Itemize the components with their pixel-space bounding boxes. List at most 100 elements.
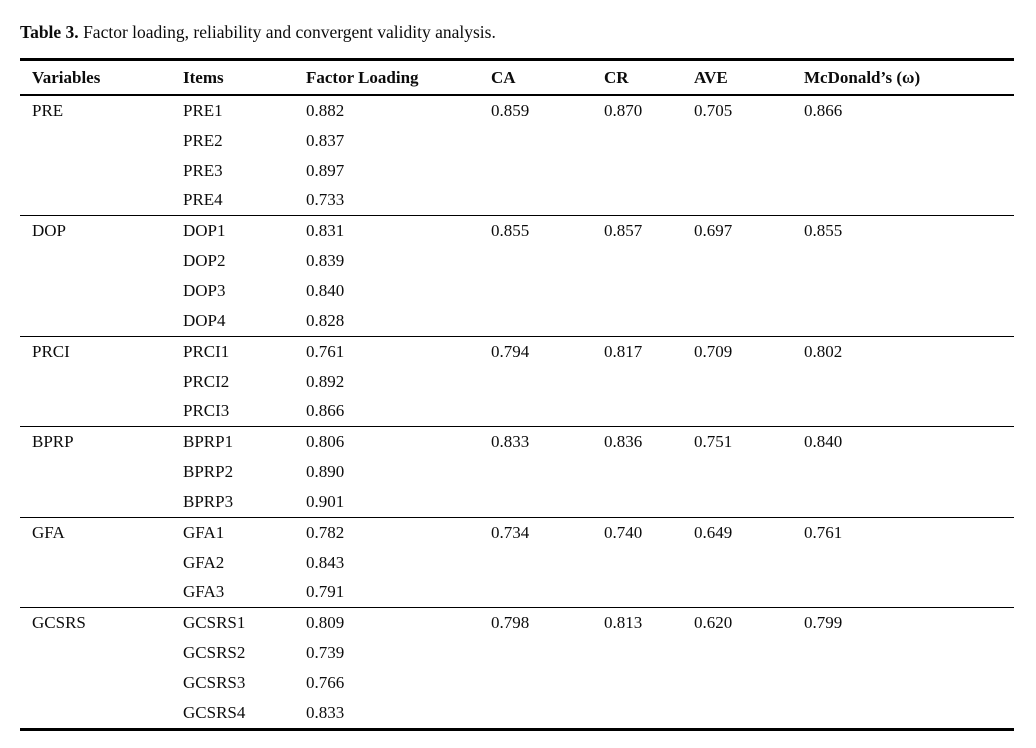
omega-cell — [792, 396, 1014, 426]
ca-cell — [479, 186, 592, 216]
item-cell: PRCI2 — [183, 371, 230, 391]
table-row: GCSRS4 0.833 — [20, 698, 1014, 729]
loading-cell: 0.782 — [294, 516, 479, 548]
omega-cell — [792, 487, 1014, 517]
column-header-6: McDonald’s (ω) — [792, 59, 1014, 96]
item-cell: GCSRS3 — [183, 672, 246, 692]
cr-cell — [592, 156, 682, 186]
ave-cell — [682, 276, 792, 306]
column-header-3: CA — [479, 59, 592, 96]
table-row: PRCI2 0.892 — [20, 367, 1014, 397]
loading-cell: 0.766 — [306, 672, 345, 692]
ave-cell — [682, 126, 792, 156]
ca-cell: 0.734 — [479, 516, 592, 548]
ave-cell: 0.697 — [682, 215, 792, 247]
omega-cell — [792, 578, 1014, 608]
loading-cell: 0.839 — [306, 251, 345, 271]
loading-cell: 0.791 — [306, 582, 345, 602]
variable-cell — [20, 126, 171, 156]
cr-cell — [592, 668, 682, 698]
variable-cell — [20, 306, 171, 336]
omega-cell — [792, 126, 1014, 156]
table-row: GCSRS2 0.739 — [20, 638, 1014, 668]
ca-cell: 0.833 — [479, 426, 592, 458]
table-row: PRE2 0.837 — [20, 126, 1014, 156]
cr-cell — [592, 578, 682, 608]
variable-cell: DOP — [20, 215, 171, 247]
ave-cell: 0.620 — [682, 607, 792, 639]
table-row: GFA GFA1 0.782 0.734 0.740 0.649 0.761 — [20, 516, 1014, 548]
omega-cell: 0.866 — [804, 100, 843, 120]
ca-cell — [479, 457, 592, 487]
cr-cell — [592, 276, 682, 306]
variable-cell — [20, 396, 171, 426]
ave-cell — [682, 668, 792, 698]
variable-cell: GCSRS — [20, 607, 171, 639]
column-header-5: AVE — [682, 59, 792, 96]
variable-cell — [20, 246, 171, 276]
table-row: GFA2 0.843 — [20, 548, 1014, 578]
loading-cell: 0.809 — [294, 607, 479, 639]
table-caption: Table 3. Factor loading, reliability and… — [20, 21, 1015, 43]
ave-cell — [682, 548, 792, 578]
item-cell: DOP3 — [183, 280, 226, 300]
table-row: PRCI3 0.866 — [20, 396, 1014, 426]
item-cell: GFA3 — [183, 582, 225, 602]
loading-cell: 0.890 — [306, 462, 345, 482]
item-cell: PRCI1 — [171, 335, 294, 367]
table-body: PRE PRE1 0.882 0.859 0.870 0.705 0.866 PRE2 0.83… — [20, 95, 1014, 729]
variable-cell — [20, 487, 171, 517]
cr-cell — [592, 186, 682, 216]
table-row: BPRP BPRP1 0.806 0.833 0.836 0.751 0.840 — [20, 426, 1014, 458]
ca-cell — [479, 246, 592, 276]
omega-cell: 0.802 — [792, 335, 1014, 367]
ave-cell — [682, 306, 792, 336]
cr-cell: 0.870 — [604, 100, 643, 120]
column-header-2: Factor Loading — [294, 59, 479, 96]
variable-cell — [20, 367, 171, 397]
loading-cell: 0.806 — [294, 426, 479, 458]
loading-cell: 0.840 — [306, 280, 345, 300]
table-row: PRE4 0.733 — [20, 186, 1014, 216]
cr-cell: 0.817 — [592, 335, 682, 367]
column-header-1: Items — [171, 59, 294, 96]
ca-cell: 0.798 — [479, 607, 592, 639]
cr-cell: 0.740 — [592, 516, 682, 548]
ave-cell: 0.751 — [682, 426, 792, 458]
omega-cell: 0.840 — [792, 426, 1014, 458]
loading-cell: 0.739 — [306, 643, 345, 663]
loading-cell: 0.833 — [306, 702, 345, 722]
omega-cell — [792, 246, 1014, 276]
variable-cell — [20, 638, 171, 668]
variable-cell — [20, 186, 171, 216]
table-row: DOP2 0.839 — [20, 246, 1014, 276]
cr-cell — [592, 698, 682, 729]
loading-cell: 0.837 — [306, 130, 345, 150]
omega-cell — [792, 638, 1014, 668]
cr-cell: 0.857 — [592, 215, 682, 247]
loading-cell: 0.733 — [306, 190, 345, 210]
item-cell: PRE1 — [183, 100, 223, 120]
omega-cell — [792, 698, 1014, 729]
table-row: GCSRS GCSRS1 0.809 0.798 0.813 0.620 0.799 — [20, 607, 1014, 639]
ca-cell: 0.794 — [479, 335, 592, 367]
variable-cell — [20, 457, 171, 487]
table-row: PRE PRE1 0.882 0.859 0.870 0.705 0.866 — [20, 95, 1014, 126]
item-cell: GCSRS2 — [183, 643, 246, 663]
variable-cell — [20, 578, 171, 608]
table-caption-text: Factor loading, reliability and converge… — [83, 22, 496, 42]
omega-cell — [792, 548, 1014, 578]
table-row: GFA3 0.791 — [20, 578, 1014, 608]
variable-cell — [20, 276, 171, 306]
cr-cell — [592, 306, 682, 336]
item-cell: BPRP3 — [183, 491, 234, 511]
ave-cell — [682, 246, 792, 276]
table-row: BPRP3 0.901 — [20, 487, 1014, 517]
ave-cell: 0.705 — [694, 100, 733, 120]
ave-cell — [682, 396, 792, 426]
ave-cell — [682, 186, 792, 216]
ca-cell — [479, 367, 592, 397]
item-cell: PRE3 — [183, 160, 223, 180]
omega-cell — [792, 367, 1014, 397]
